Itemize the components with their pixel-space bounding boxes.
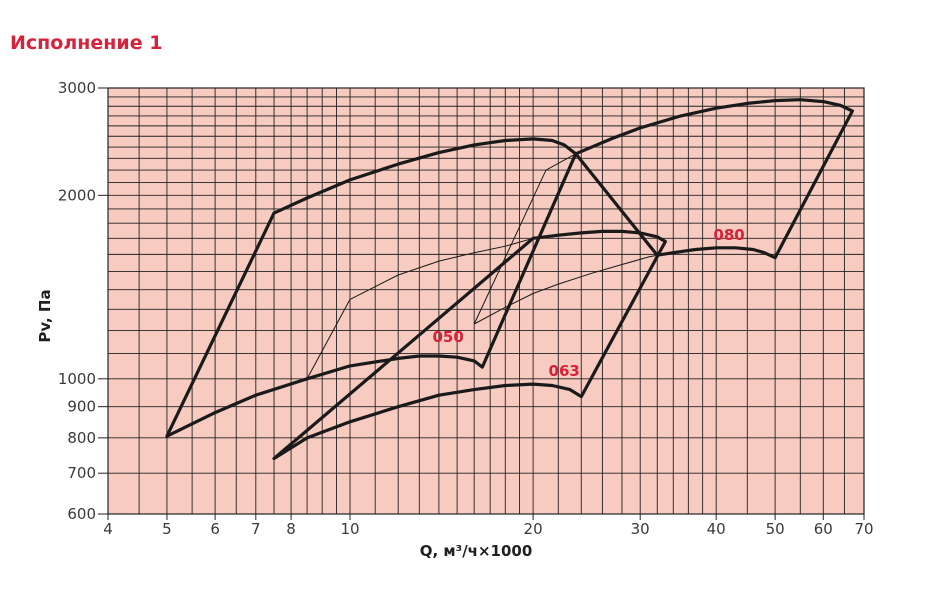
y-axis-ticks: 600 700 800 900 1000 2000 3000 xyxy=(58,79,108,523)
x-tick-label: 70 xyxy=(854,520,873,538)
series-label-080: 080 xyxy=(713,226,744,244)
x-tick-label: 30 xyxy=(631,520,650,538)
connector-line xyxy=(349,237,534,300)
connector-line xyxy=(306,299,351,380)
x-tick-label: 5 xyxy=(162,520,172,538)
y-axis-title: Pv, Па xyxy=(36,289,54,342)
plot-area xyxy=(108,88,864,514)
grid xyxy=(108,88,864,514)
plot-frame xyxy=(107,87,865,515)
x-tick-label: 20 xyxy=(524,520,543,538)
y-tick-label: 2000 xyxy=(58,186,96,204)
y-tick-label: 3000 xyxy=(58,79,96,97)
x-tick-label: 40 xyxy=(707,520,726,538)
x-tick-label: 8 xyxy=(286,520,296,538)
x-tick-label: 4 xyxy=(103,520,113,538)
x-tick-label: 6 xyxy=(210,520,220,538)
connector-line xyxy=(473,153,576,325)
y-tick-label: 600 xyxy=(67,505,96,523)
x-tick-label: 10 xyxy=(340,520,359,538)
y-tick-label: 900 xyxy=(67,398,96,416)
series-curves xyxy=(165,98,854,461)
series-labels: 050 063 080 xyxy=(433,226,745,380)
y-tick-label: 800 xyxy=(67,429,96,447)
series-label-050: 050 xyxy=(433,328,464,346)
x-tick-label: 50 xyxy=(766,520,785,538)
series-envelope-080 xyxy=(574,98,854,260)
y-tick-label: 700 xyxy=(67,464,96,482)
x-axis-title: Q, м³/ч×1000 xyxy=(420,542,533,560)
x-tick-label: 7 xyxy=(251,520,261,538)
page-title: Исполнение 1 xyxy=(10,32,163,54)
x-axis-ticks: 4 5 6 7 8 10 20 30 40 50 60 70 xyxy=(103,514,874,538)
x-tick-label: 60 xyxy=(814,520,833,538)
series-envelope-050 xyxy=(165,137,578,438)
series-envelope-063 xyxy=(272,229,667,461)
series-label-063: 063 xyxy=(549,362,580,380)
y-tick-label: 1000 xyxy=(58,370,96,388)
